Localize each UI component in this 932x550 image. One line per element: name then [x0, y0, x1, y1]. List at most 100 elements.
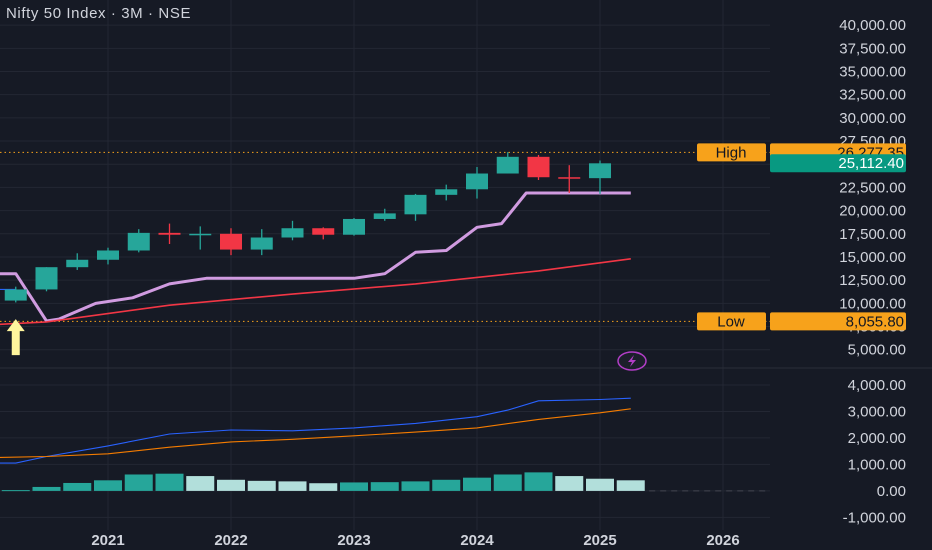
- histogram-bar: [555, 476, 584, 491]
- indicator-axis-label: 3,000.00: [848, 403, 906, 420]
- candle-body: [97, 250, 119, 260]
- price-axis-label: 32,500.00: [839, 87, 906, 104]
- candle[interactable]: [158, 223, 181, 244]
- price-axis-label: 12,500.00: [839, 272, 906, 289]
- candle-body: [281, 228, 304, 238]
- high-marker-label-box: [697, 143, 766, 162]
- histogram-bar: [309, 483, 338, 491]
- candle[interactable]: [127, 229, 150, 253]
- last-price-value: 25,112.40: [838, 155, 904, 172]
- time-axis-label: 2024: [460, 532, 494, 549]
- candle-body: [127, 232, 150, 251]
- macd-line: [0, 397, 631, 464]
- price-axis-label: 10,000.00: [839, 295, 906, 312]
- histogram-bar: [247, 480, 276, 491]
- indicator-axis-label: 2,000.00: [848, 430, 906, 447]
- histogram-bar: [432, 479, 461, 491]
- candle[interactable]: [466, 167, 488, 199]
- candle-body: [158, 232, 181, 235]
- candle[interactable]: [527, 154, 550, 181]
- histogram-bar: [463, 477, 491, 491]
- candle[interactable]: [373, 208, 396, 221]
- histogram-bar: [32, 486, 61, 491]
- low-marker-value-box: [770, 312, 906, 331]
- candle[interactable]: [312, 227, 335, 240]
- price-axis-label: 5,000.00: [848, 342, 906, 359]
- high-marker-label: High: [716, 144, 747, 161]
- up-arrow-icon: [6, 319, 25, 356]
- histogram-bar: [401, 481, 430, 491]
- histogram-bar: [370, 482, 399, 491]
- price-axis-label: 20,000.00: [839, 203, 906, 220]
- histogram-bar: [616, 480, 645, 491]
- candle-body: [466, 173, 488, 190]
- signal-line: [0, 408, 631, 459]
- price-axis-label: 15,000.00: [839, 249, 906, 266]
- candle-body: [35, 267, 58, 290]
- histogram-bar: [586, 478, 614, 491]
- histogram-bar: [186, 476, 215, 491]
- candle[interactable]: [558, 165, 581, 193]
- histogram-bar: [278, 481, 307, 491]
- indicator-axis-label: 0.00: [877, 483, 906, 500]
- last-price-value-box: [770, 154, 906, 173]
- time-axis-label: 2022: [214, 532, 247, 549]
- candle-body: [343, 218, 365, 235]
- indicator-axis-label: 1,000.00: [848, 456, 906, 473]
- candle-body: [558, 177, 581, 179]
- histogram-bar: [155, 473, 184, 491]
- histogram-bar: [217, 479, 245, 491]
- histogram-bar: [124, 474, 153, 491]
- price-axis-label: 30,000.00: [839, 110, 906, 127]
- histogram-bar: [340, 482, 368, 491]
- trailing-stop-line: [0, 191, 631, 323]
- histogram-bar: [94, 480, 122, 491]
- time-axis-label: 2025: [583, 532, 616, 549]
- secondary-line: [0, 288, 16, 290]
- candle-body: [189, 233, 212, 236]
- candle-body: [589, 163, 611, 179]
- histogram-bar: [1, 490, 30, 492]
- candle-body: [435, 189, 458, 195]
- candle[interactable]: [35, 267, 58, 292]
- histogram-bar: [63, 482, 92, 491]
- candle-body: [404, 194, 427, 215]
- price-axis-label: 37,500.00: [839, 40, 906, 57]
- candle[interactable]: [4, 286, 27, 303]
- candle[interactable]: [404, 193, 427, 221]
- candle[interactable]: [281, 220, 304, 241]
- candle-body: [527, 156, 550, 178]
- price-axis-label: 40,000.00: [839, 17, 906, 34]
- low-marker-label-box: [697, 312, 766, 331]
- candle[interactable]: [250, 229, 273, 256]
- candle[interactable]: [189, 226, 212, 250]
- candle[interactable]: [66, 253, 89, 270]
- candle[interactable]: [343, 218, 365, 236]
- candle-body: [373, 213, 396, 219]
- time-axis-label: 2021: [91, 532, 124, 549]
- candle-body: [220, 233, 242, 250]
- lightning-icon: [628, 355, 636, 367]
- indicator-axis-label: -1,000.00: [843, 509, 906, 526]
- price-axis-label: 35,000.00: [839, 64, 906, 81]
- time-axis-label: 2023: [337, 532, 370, 549]
- candle[interactable]: [589, 160, 611, 194]
- candle[interactable]: [435, 184, 458, 201]
- low-marker-value: 8,055.80: [846, 313, 904, 330]
- candle-body: [312, 228, 335, 235]
- indicator-axis-label: 4,000.00: [848, 377, 906, 394]
- candle-body: [4, 289, 27, 301]
- price-axis-label: 17,500.00: [839, 226, 906, 243]
- low-marker-label: Low: [717, 313, 745, 330]
- histogram-bar: [524, 472, 553, 491]
- candle[interactable]: [496, 152, 519, 174]
- time-axis-label: 2026: [706, 532, 739, 549]
- histogram-bar: [493, 474, 522, 491]
- chart-title: Nifty 50 Index · 3M · NSE: [6, 5, 192, 22]
- candle[interactable]: [220, 228, 242, 256]
- candle[interactable]: [97, 247, 119, 265]
- candle-body: [250, 237, 273, 250]
- moving-average-line: [0, 258, 631, 326]
